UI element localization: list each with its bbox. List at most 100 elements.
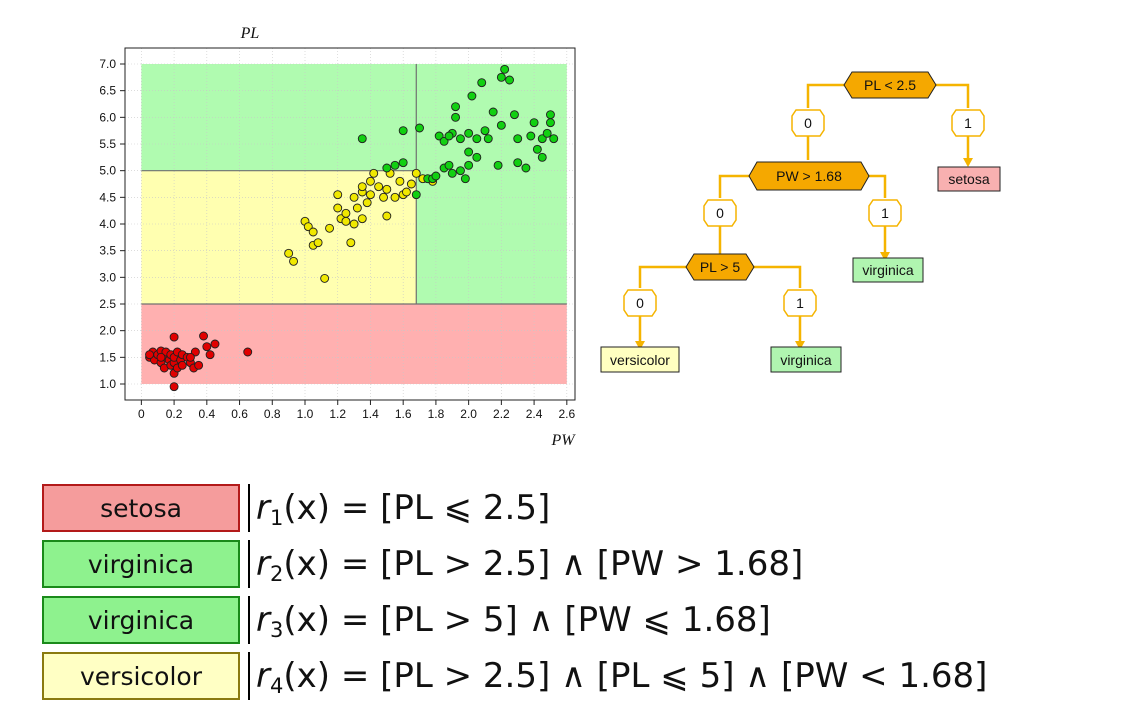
point-virginica [398,158,408,168]
point-virginica [444,160,454,170]
rule-row: setosa r1(x) = [PL ⩽ 2.5] [42,484,1002,532]
scatter-plot: 0 0.2 0.4 0.6 0.8 1.0 1.2 1.4 1.6 1.8 2.0 2.2 2.4 2.6… [99,25,576,449]
branch-label-1: 1 [881,205,889,221]
point-versicolor [374,182,384,192]
leaf-versicolor-label: versicolor [610,352,670,368]
leaf-virginica-label: virginica [862,262,914,278]
point-virginica [493,160,503,170]
point-virginica [398,126,408,136]
tree-edge [752,265,802,288]
tree-edge [868,174,887,198]
point-virginica [477,78,487,88]
point-setosa [186,352,195,362]
rule-index: 4 [269,674,284,698]
x-tick-label: 0.6 [231,407,248,421]
leaf-setosa [937,166,1001,192]
y-tick-label: 3.0 [99,270,116,284]
leaf-virginica [852,257,924,283]
point-setosa [194,360,204,370]
point-virginica [546,118,555,128]
point-versicolor [349,219,359,229]
point-virginica [513,158,523,168]
point-versicolor [289,256,298,266]
class-box-setosa: setosa [42,484,240,532]
point-versicolor [379,192,388,202]
point-setosa [156,352,166,362]
rule-body: (x) = [PL > 2.5] ∧ [PL ⩽ 5] ∧ [PW < 1.68… [283,656,988,696]
point-versicolor [325,223,334,233]
y-tick-label: 5.5 [99,137,116,151]
rule-index: 1 [269,506,284,530]
y-tick-label: 5.0 [99,164,116,178]
y-tick-label: 4.0 [99,217,116,231]
point-virginica [532,144,542,154]
rule-formula: r3(x) = [PL > 5] ∧ [PW ⩽ 1.68] [256,600,771,650]
rule-fn: r [256,544,270,584]
point-setosa [205,350,215,360]
x-tick-label: 1.8 [428,407,445,421]
x-tick-label: 1.0 [297,407,314,421]
point-versicolor [406,179,416,189]
separator [248,652,250,700]
separator [248,540,250,588]
point-virginica [472,152,482,162]
y-tick-label: 1.5 [99,350,116,364]
rule-index: 3 [269,618,284,642]
point-setosa [199,331,208,341]
tree-arrowhead [795,341,805,350]
point-versicolor [346,238,356,248]
leaf-virginica-label: virginica [780,352,832,368]
point-virginica [382,163,392,173]
point-setosa [145,350,154,360]
point-virginica [537,152,547,162]
tree-node-pl5 [685,253,755,281]
branch-label-box [868,199,902,227]
point-virginica [451,102,460,112]
point-setosa [243,347,253,357]
point-virginica [456,166,465,176]
point-versicolor [333,203,343,213]
point-virginica [464,128,474,138]
point-versicolor [366,176,375,186]
point-versicolor [382,184,392,194]
point-virginica [464,147,474,157]
point-virginica [505,75,514,85]
tree-node-pw-label: PW > 1.68 [776,168,842,184]
point-versicolor [352,203,362,213]
tree-arrowhead [880,252,890,261]
y-tick-label: 3.5 [99,244,116,258]
point-virginica [467,91,477,101]
point-virginica [526,131,536,141]
tree-node-root [843,71,937,99]
y-tick-label: 4.5 [99,190,116,204]
point-versicolor [369,168,379,178]
point-virginica [431,171,441,181]
point-virginica [513,134,523,144]
decision-tree: PL < 2.5 0 1 setosa PW > 1.68 0 1 virgin… [600,71,1001,373]
point-virginica [500,64,510,74]
leaf-virginica [770,346,842,373]
point-virginica [411,190,421,200]
tree-edge [638,265,688,288]
point-virginica [472,134,482,144]
tree-arrowhead [635,341,645,350]
branch-label-box [951,109,985,137]
point-virginica [357,134,367,144]
point-versicolor [341,208,351,218]
point-virginica [549,134,559,144]
y-tick-label: 6.0 [99,110,116,124]
rule-formula: r4(x) = [PL > 2.5] ∧ [PL ⩽ 5] ∧ [PW < 1.… [256,656,987,706]
point-versicolor [395,176,405,186]
x-tick-label: 1.2 [329,407,346,421]
point-versicolor [313,238,323,248]
tree-edge [806,83,845,108]
class-box-versicolor: versicolor [42,652,240,700]
rule-body: (x) = [PL > 5] ∧ [PW ⩽ 1.68] [283,600,771,640]
y-tick-label: 6.5 [99,84,116,98]
point-setosa [169,332,179,342]
point-versicolor [349,192,359,202]
x-tick-label: 2.4 [526,407,543,421]
point-versicolor [341,216,351,226]
branch-label-box [623,289,657,317]
point-virginica [496,120,506,130]
